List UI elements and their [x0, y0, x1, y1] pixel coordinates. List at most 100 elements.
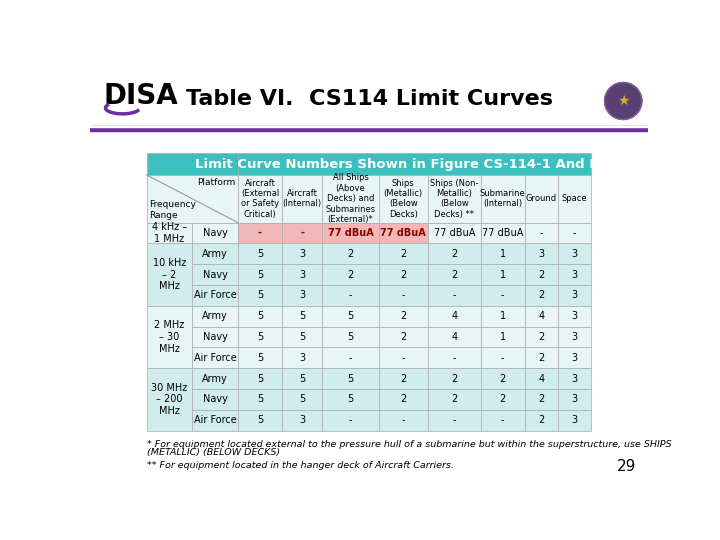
- Bar: [192, 368, 238, 389]
- Text: 2: 2: [400, 311, 406, 321]
- Bar: [558, 327, 591, 347]
- Text: Navy: Navy: [203, 269, 228, 280]
- Text: * For equipment located external to the pressure hull of a submarine but within : * For equipment located external to the …: [147, 440, 671, 449]
- Bar: [525, 347, 558, 368]
- Text: 5: 5: [348, 374, 354, 383]
- Text: 4: 4: [451, 332, 457, 342]
- Bar: [558, 410, 591, 430]
- Bar: [282, 368, 323, 389]
- Text: 5: 5: [257, 353, 263, 363]
- Text: 3: 3: [572, 353, 577, 363]
- Bar: [481, 244, 525, 264]
- Text: -: -: [501, 415, 505, 425]
- Bar: [481, 347, 525, 368]
- Text: 3: 3: [572, 291, 577, 300]
- Text: 2: 2: [400, 394, 406, 404]
- Bar: [323, 410, 379, 430]
- Text: 2: 2: [500, 374, 505, 383]
- Text: 3: 3: [572, 269, 577, 280]
- Bar: [238, 347, 282, 368]
- Text: -: -: [539, 228, 543, 238]
- Bar: [323, 264, 379, 285]
- Polygon shape: [605, 83, 642, 119]
- Bar: [238, 327, 282, 347]
- Text: Aircraft
(Internal): Aircraft (Internal): [283, 189, 322, 208]
- Text: 3: 3: [299, 249, 305, 259]
- Text: -: -: [573, 228, 577, 238]
- Text: 5: 5: [299, 311, 305, 321]
- Bar: [282, 410, 323, 430]
- Text: Ground: Ground: [526, 194, 557, 203]
- Text: 2: 2: [538, 332, 544, 342]
- Text: 4: 4: [451, 311, 457, 321]
- Text: 2: 2: [400, 269, 406, 280]
- Text: 3: 3: [572, 249, 577, 259]
- Bar: [238, 153, 591, 175]
- Bar: [525, 222, 558, 244]
- Bar: [379, 368, 428, 389]
- Text: 1: 1: [500, 249, 505, 259]
- Text: 1: 1: [500, 269, 505, 280]
- Text: 2: 2: [400, 374, 406, 383]
- Text: 5: 5: [299, 394, 305, 404]
- Text: 10 kHz
– 2
MHz: 10 kHz – 2 MHz: [153, 258, 186, 291]
- Bar: [192, 347, 238, 368]
- Text: 2: 2: [538, 415, 544, 425]
- Bar: [428, 389, 481, 410]
- Text: Navy: Navy: [203, 228, 228, 238]
- Text: 5: 5: [348, 394, 354, 404]
- Bar: [379, 264, 428, 285]
- Bar: [323, 222, 379, 244]
- Bar: [481, 389, 525, 410]
- Text: 3: 3: [572, 332, 577, 342]
- Bar: [147, 306, 192, 368]
- Text: 2: 2: [451, 269, 457, 280]
- Bar: [481, 410, 525, 430]
- Text: 5: 5: [348, 311, 354, 321]
- Bar: [428, 368, 481, 389]
- Bar: [282, 327, 323, 347]
- Text: 2: 2: [451, 374, 457, 383]
- Text: Submarine
(Internal): Submarine (Internal): [480, 189, 526, 208]
- Text: -: -: [402, 415, 405, 425]
- Bar: [558, 244, 591, 264]
- Bar: [323, 347, 379, 368]
- Text: -: -: [348, 415, 352, 425]
- Text: 5: 5: [257, 249, 263, 259]
- Text: Table VI.  CS114 Limit Curves: Table VI. CS114 Limit Curves: [186, 90, 552, 110]
- Text: Platform: Platform: [197, 178, 235, 187]
- Bar: [428, 285, 481, 306]
- Bar: [558, 389, 591, 410]
- Bar: [379, 327, 428, 347]
- Text: DISA: DISA: [104, 82, 179, 110]
- Bar: [238, 285, 282, 306]
- Bar: [282, 306, 323, 327]
- Text: 5: 5: [257, 394, 263, 404]
- Bar: [558, 347, 591, 368]
- Bar: [481, 285, 525, 306]
- Text: Air Force: Air Force: [194, 353, 237, 363]
- Text: Army: Army: [202, 374, 228, 383]
- Text: 77 dBuA: 77 dBuA: [328, 228, 374, 238]
- Bar: [323, 368, 379, 389]
- Bar: [192, 264, 238, 285]
- Text: 5: 5: [299, 332, 305, 342]
- Bar: [428, 175, 481, 222]
- Bar: [525, 264, 558, 285]
- Text: -: -: [348, 291, 352, 300]
- Bar: [323, 389, 379, 410]
- Text: 5: 5: [257, 269, 263, 280]
- Text: Army: Army: [202, 249, 228, 259]
- Bar: [192, 327, 238, 347]
- Bar: [238, 264, 282, 285]
- Bar: [379, 306, 428, 327]
- Bar: [379, 175, 428, 222]
- Bar: [323, 327, 379, 347]
- Bar: [525, 244, 558, 264]
- Bar: [379, 244, 428, 264]
- Bar: [147, 222, 192, 244]
- Text: Navy: Navy: [203, 394, 228, 404]
- Text: 2: 2: [348, 269, 354, 280]
- Text: 5: 5: [299, 374, 305, 383]
- Text: 5: 5: [257, 374, 263, 383]
